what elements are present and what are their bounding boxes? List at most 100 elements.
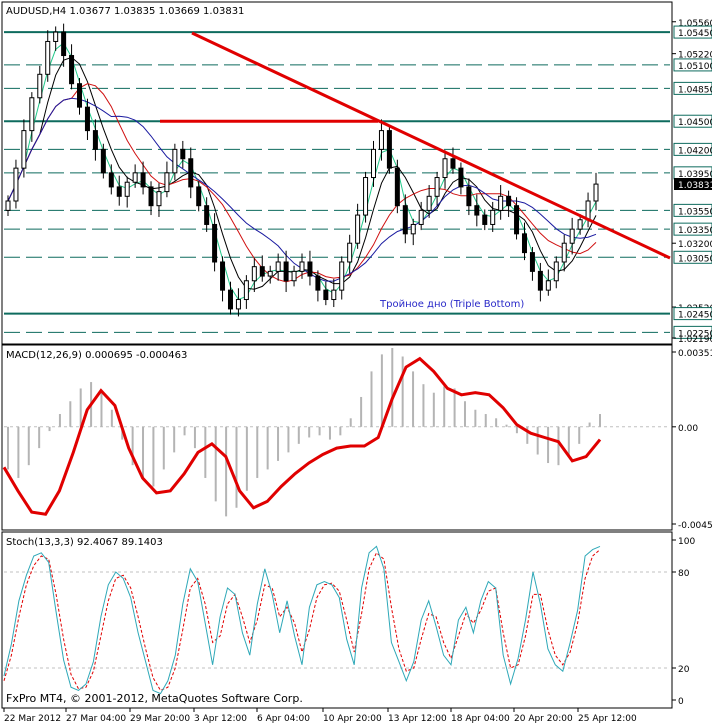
candle-body bbox=[283, 261, 289, 282]
stoch-tick-label: 20 bbox=[678, 665, 690, 675]
candle-body bbox=[553, 261, 559, 282]
level-price-tag bbox=[673, 25, 712, 39]
copyright-text: FxPro MT4, © 2001-2012, MetaQuotes Softw… bbox=[6, 692, 303, 705]
candle-body bbox=[521, 233, 527, 254]
candle-body bbox=[37, 73, 43, 99]
macd-tick-label: 0.00 bbox=[678, 424, 698, 434]
candle-body bbox=[410, 223, 416, 235]
macd-tick-label: -0.00456 bbox=[678, 521, 712, 531]
candle-body bbox=[490, 209, 496, 225]
candle-body bbox=[100, 148, 106, 174]
price-levels bbox=[4, 31, 670, 333]
time-tick-label: 22 Mar 2012 bbox=[4, 714, 61, 724]
trendlines bbox=[160, 31, 671, 260]
candle-body bbox=[514, 205, 520, 235]
level-price-tag bbox=[673, 307, 712, 321]
candle-body bbox=[61, 31, 67, 57]
candle-body bbox=[164, 172, 170, 193]
candle-body bbox=[77, 83, 83, 108]
candle-body bbox=[148, 186, 154, 207]
candle-body bbox=[275, 261, 281, 272]
candle-body bbox=[561, 242, 567, 263]
candle-body bbox=[299, 261, 305, 272]
candle-body bbox=[315, 275, 321, 291]
level-price-tag bbox=[673, 58, 712, 72]
candle-body bbox=[323, 289, 329, 301]
candle-body bbox=[140, 172, 146, 188]
price-panel-title: AUDUSD,H4 1.03677 1.03835 1.03669 1.0383… bbox=[6, 6, 244, 17]
level-price-label: 1.02250 bbox=[678, 329, 712, 339]
triple-bottom-annotation: Тройное дно (Triple Bottom) bbox=[379, 299, 524, 310]
level-price-label: 1.04500 bbox=[678, 118, 712, 128]
level-price-label: 1.05100 bbox=[678, 62, 712, 72]
level-price-tag bbox=[673, 250, 712, 264]
candle-body bbox=[466, 186, 472, 207]
candle-body bbox=[331, 289, 337, 301]
macd-signal-line-group bbox=[2, 356, 602, 516]
candle-body bbox=[426, 195, 432, 211]
candle-body bbox=[188, 158, 194, 188]
stoch-tick-label: 100 bbox=[678, 537, 695, 547]
stoch-main-line bbox=[3, 545, 601, 695]
time-tick-label: 29 Mar 20:00 bbox=[130, 714, 190, 724]
time-tick-label: 3 Apr 12:00 bbox=[194, 714, 247, 724]
stochastic-axis: 100 80 20 0 bbox=[672, 537, 695, 707]
stoch-tick-label: 80 bbox=[678, 569, 690, 579]
candle-body bbox=[45, 40, 51, 75]
macd-histogram bbox=[4, 347, 670, 517]
candle-body bbox=[251, 266, 257, 282]
price-tick-label: 1.03200 bbox=[678, 240, 712, 250]
candle-body bbox=[124, 181, 130, 197]
macd-signal-line bbox=[2, 356, 602, 516]
candle-body bbox=[196, 186, 202, 207]
stoch-panel-frame bbox=[1, 531, 673, 709]
candle-body bbox=[259, 266, 265, 277]
candle-body bbox=[569, 228, 575, 244]
current-price-tag bbox=[674, 178, 712, 191]
time-tick-label: 6 Apr 04:00 bbox=[257, 714, 310, 724]
candle-body bbox=[371, 148, 377, 179]
candle-body bbox=[180, 148, 186, 160]
candle-body bbox=[243, 280, 249, 301]
candle-body bbox=[235, 299, 241, 310]
stoch-signal-line bbox=[3, 549, 601, 692]
time-tick-label: 18 Apr 04:00 bbox=[451, 714, 510, 724]
candle-body bbox=[172, 148, 178, 174]
candle-body bbox=[227, 289, 233, 310]
candle-body bbox=[220, 261, 226, 291]
macd-axis: 0.00351 0.00 -0.00456 bbox=[672, 349, 712, 531]
level-price-tag bbox=[673, 222, 712, 236]
candle-body bbox=[529, 252, 535, 272]
candle-body bbox=[386, 130, 392, 169]
level-price-label: 1.03350 bbox=[678, 226, 712, 236]
candle-body bbox=[53, 31, 59, 42]
candle-body bbox=[5, 200, 11, 211]
candle-body bbox=[378, 130, 384, 150]
candle-body bbox=[307, 261, 313, 277]
candle-body bbox=[69, 55, 75, 85]
candle-body bbox=[204, 205, 210, 225]
level-price-label: 1.04850 bbox=[678, 85, 712, 95]
candle-body bbox=[116, 186, 122, 197]
time-tick-label: 13 Apr 12:00 bbox=[388, 714, 447, 724]
stoch-tick-label: 0 bbox=[678, 697, 684, 707]
candle-body bbox=[156, 191, 162, 207]
level-price-label: 1.03050 bbox=[678, 254, 712, 264]
candle-body bbox=[450, 158, 456, 169]
candle-body bbox=[108, 172, 114, 188]
candle-body bbox=[363, 177, 369, 216]
price-tick-label: 1.02190 bbox=[678, 335, 712, 345]
price-candles bbox=[5, 23, 599, 317]
candle-body bbox=[434, 177, 440, 197]
time-axis: 22 Mar 2012 27 Mar 04:00 29 Mar 20:00 3 Apr… bbox=[3, 708, 637, 724]
candle-body bbox=[291, 270, 297, 282]
candle-body bbox=[498, 195, 504, 211]
candle-body bbox=[545, 280, 551, 291]
candle-body bbox=[339, 261, 345, 291]
time-tick-label: 27 Mar 04:00 bbox=[66, 714, 126, 724]
candle-body bbox=[474, 205, 480, 216]
candle-body bbox=[21, 130, 27, 169]
price-tick-label: 1.05560 bbox=[678, 19, 712, 29]
